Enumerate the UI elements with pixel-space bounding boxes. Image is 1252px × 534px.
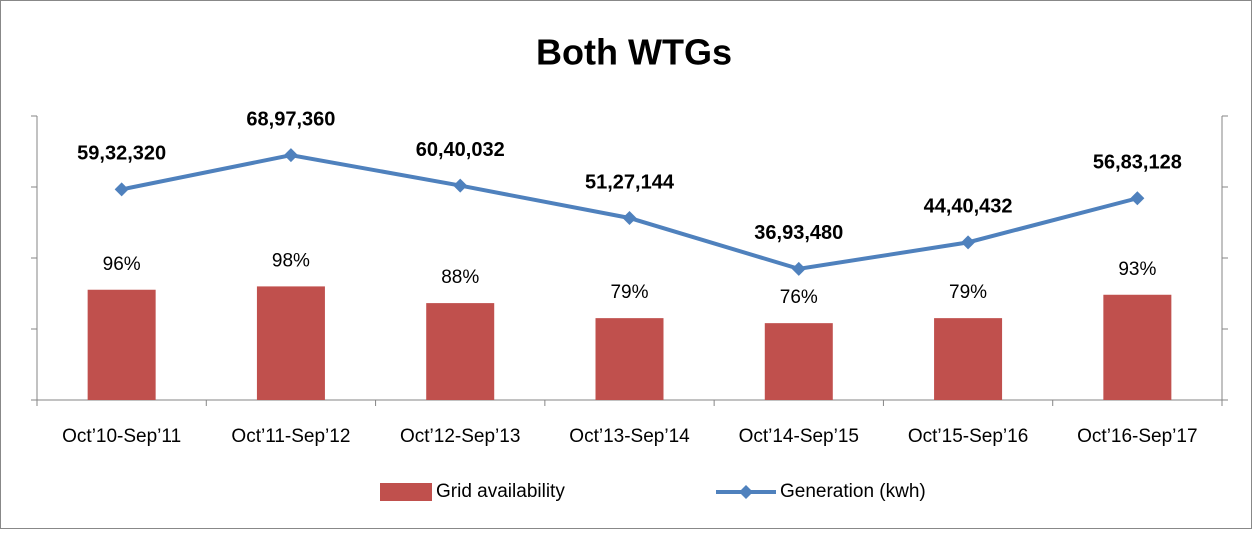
marker (114, 182, 129, 197)
bar (764, 323, 833, 400)
legend-marker (739, 485, 753, 499)
bar-label: 98% (272, 250, 310, 271)
legend-label: Grid availability (436, 481, 565, 502)
bar (426, 303, 495, 400)
bar (87, 289, 156, 400)
line-label: 60,40,032 (416, 139, 505, 161)
line-label: 44,40,432 (924, 196, 1013, 218)
legend-label: Generation (kwh) (780, 481, 926, 502)
legend-swatch (380, 483, 432, 501)
line-label: 51,27,144 (585, 171, 675, 193)
bar-label: 88% (441, 267, 479, 288)
line-label: 56,83,128 (1093, 152, 1182, 174)
bar-label: 79% (610, 282, 648, 303)
bar-label: 79% (949, 282, 987, 303)
x-tick-label: Oct’14-Sep’15 (739, 426, 859, 447)
marker (1130, 191, 1145, 206)
bar-label: 96% (103, 254, 141, 275)
bar (256, 286, 325, 400)
line-label: 36,93,480 (754, 222, 843, 244)
marker (453, 178, 468, 193)
marker (791, 261, 806, 276)
marker (283, 148, 298, 163)
marker (961, 235, 976, 250)
x-tick-label: Oct’13-Sep’14 (569, 426, 690, 447)
bar (595, 318, 664, 400)
line-label: 68,97,360 (246, 108, 335, 130)
bar-label: 76% (780, 287, 818, 308)
line-label: 59,32,320 (77, 143, 166, 165)
bar (1103, 294, 1172, 400)
x-tick-label: Oct’15-Sep’16 (908, 426, 1028, 447)
x-tick-label: Oct’10-Sep’11 (62, 426, 181, 447)
chart-title: Both WTGs (536, 32, 732, 73)
bar (934, 318, 1003, 400)
x-tick-label: Oct’16-Sep’17 (1077, 426, 1197, 447)
marker (622, 210, 637, 225)
x-tick-label: Oct’11-Sep’12 (231, 426, 350, 447)
bar-label: 93% (1118, 259, 1156, 280)
x-tick-label: Oct’12-Sep’13 (400, 426, 520, 447)
